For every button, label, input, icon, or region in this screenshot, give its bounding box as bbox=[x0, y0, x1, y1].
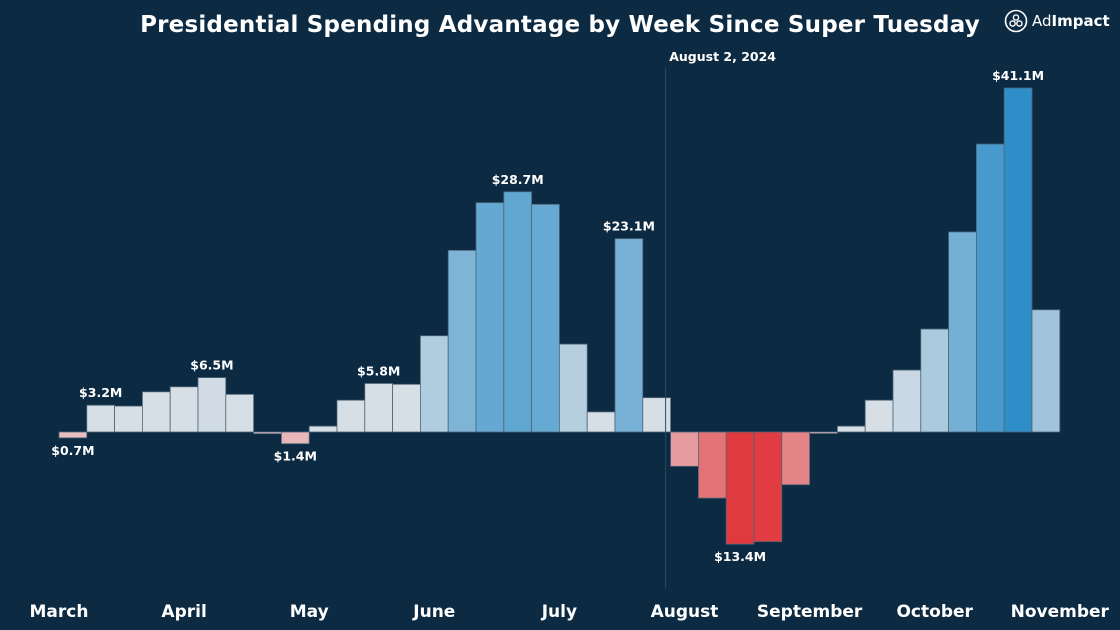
bar bbox=[559, 343, 588, 433]
logo-text-bold: Impact bbox=[1051, 12, 1110, 30]
month-label: March bbox=[30, 602, 89, 622]
data-label: $5.8M bbox=[357, 363, 400, 378]
data-label: $6.5M bbox=[190, 358, 233, 373]
bar bbox=[809, 431, 838, 434]
bar bbox=[169, 386, 199, 433]
bar bbox=[753, 431, 783, 543]
bar bbox=[225, 393, 255, 433]
data-label: $1.4M bbox=[274, 449, 317, 464]
month-label: August bbox=[651, 602, 719, 622]
bar bbox=[114, 405, 143, 433]
bar bbox=[698, 431, 727, 499]
bar bbox=[837, 425, 866, 433]
bar bbox=[614, 238, 644, 433]
bar bbox=[392, 383, 421, 433]
month-label: September bbox=[757, 602, 863, 622]
bar bbox=[781, 431, 810, 486]
bar bbox=[725, 431, 755, 545]
data-label: $41.1M bbox=[992, 68, 1044, 83]
bar bbox=[141, 391, 171, 433]
annotation-label: August 2, 2024 bbox=[669, 49, 776, 64]
data-label: $13.4M bbox=[714, 549, 766, 564]
bar bbox=[976, 143, 1005, 433]
bar bbox=[531, 203, 560, 433]
bar bbox=[364, 383, 393, 433]
adimpact-logo-icon bbox=[1004, 9, 1028, 33]
bar bbox=[1031, 309, 1061, 433]
bar bbox=[670, 431, 699, 467]
chart-title: Presidential Spending Advantage by Week … bbox=[140, 12, 980, 38]
bar bbox=[308, 425, 338, 433]
bar bbox=[197, 377, 227, 433]
bar bbox=[475, 202, 505, 433]
bar bbox=[892, 369, 922, 433]
bar bbox=[336, 399, 366, 433]
data-label: $23.1M bbox=[603, 219, 655, 234]
bar bbox=[86, 404, 116, 433]
bar bbox=[642, 397, 671, 433]
bar bbox=[586, 411, 616, 433]
data-label: $28.7M bbox=[492, 172, 544, 187]
bar bbox=[419, 335, 449, 433]
month-label: April bbox=[161, 602, 206, 622]
bar bbox=[503, 191, 532, 433]
month-label: July bbox=[541, 602, 577, 622]
month-label: May bbox=[290, 602, 329, 622]
adimpact-logo: AdImpact bbox=[1004, 9, 1110, 33]
month-label: November bbox=[1011, 602, 1110, 622]
data-label: $0.7M bbox=[51, 443, 94, 458]
bar bbox=[1003, 87, 1033, 433]
month-label: June bbox=[412, 602, 455, 622]
bar bbox=[920, 328, 949, 433]
bar bbox=[864, 399, 894, 433]
month-label: October bbox=[896, 602, 973, 622]
bar bbox=[280, 431, 310, 445]
bar bbox=[253, 431, 282, 435]
bar bbox=[447, 249, 477, 433]
bar bbox=[58, 431, 88, 439]
data-label: $3.2M bbox=[79, 385, 122, 400]
bar bbox=[948, 231, 977, 433]
logo-text-light: Ad bbox=[1032, 12, 1052, 30]
